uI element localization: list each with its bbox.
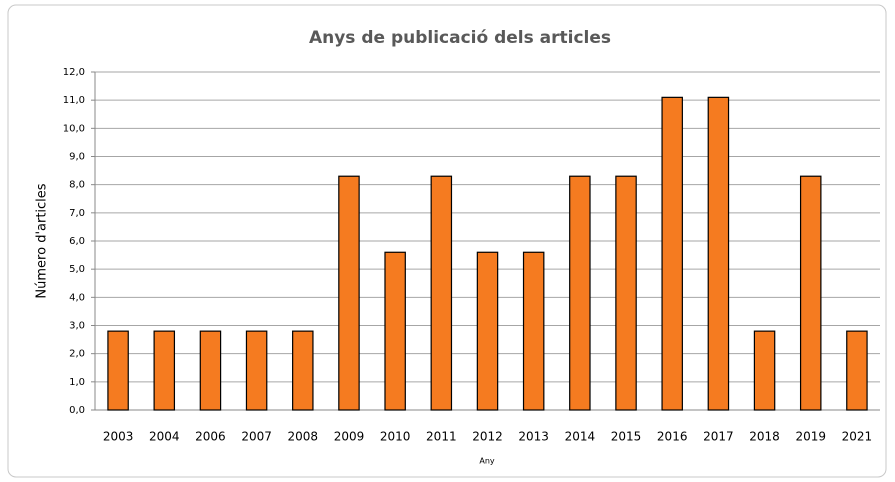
y-tick-label: 12,0 [63,67,85,78]
y-axis-label: Número d'articles [35,183,50,298]
x-tick-label: 2015 [611,430,642,444]
chart-title: Anys de publicació dels articles [309,28,611,48]
bar [107,330,129,411]
bar [846,330,868,411]
x-tick-label: 2018 [749,430,780,444]
bar [522,251,545,411]
bar [153,330,176,411]
bar [753,330,776,411]
x-tick-label: 2011 [426,430,457,444]
bar [245,330,268,411]
y-tick-label: 7,0 [69,208,85,219]
y-tick-label: 9,0 [69,152,85,163]
y-tick-label: 2,0 [69,349,85,360]
bar [569,175,591,411]
y-tick-label: 4,0 [69,292,85,303]
y-tick-label: 11,0 [63,95,85,106]
y-tick-label: 10,0 [63,123,85,134]
bar [430,175,453,411]
x-tick-label: 2008 [288,430,319,444]
bar [615,175,637,411]
x-tick-label: 2012 [472,430,503,444]
x-axis-label: Any [479,457,495,466]
y-tick-label: 6,0 [69,236,85,247]
x-tick-label: 2019 [795,430,826,444]
x-tick-label: 2007 [241,430,272,444]
x-tick-label: 2014 [565,430,596,444]
bar [707,96,730,411]
x-tick-label: 2003 [103,430,134,444]
x-tick-label: 2006 [195,430,226,444]
y-tick-label: 8,0 [69,180,85,191]
bar [476,251,499,411]
bar [199,330,222,411]
x-tick-label: 2010 [380,430,411,444]
bar [799,175,822,411]
x-tick-label: 2009 [334,430,365,444]
y-tick-label: 3,0 [69,321,85,332]
y-tick-label: 0,0 [69,405,85,416]
bar [384,251,406,411]
y-tick-label: 1,0 [69,377,85,388]
x-tick-label: 2017 [703,430,734,444]
bar [292,330,314,411]
x-tick-label: 2004 [149,430,180,444]
x-tick-label: 2016 [657,430,688,444]
x-tick-label: 2013 [518,430,549,444]
x-tick-label: 2021 [842,430,873,444]
y-tick-label: 5,0 [69,264,85,275]
bar [661,96,683,411]
bar [338,175,360,411]
